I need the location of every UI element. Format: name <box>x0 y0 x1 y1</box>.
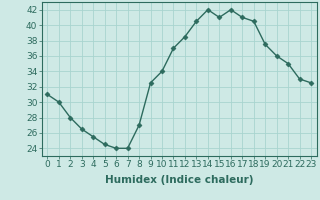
X-axis label: Humidex (Indice chaleur): Humidex (Indice chaleur) <box>105 175 253 185</box>
